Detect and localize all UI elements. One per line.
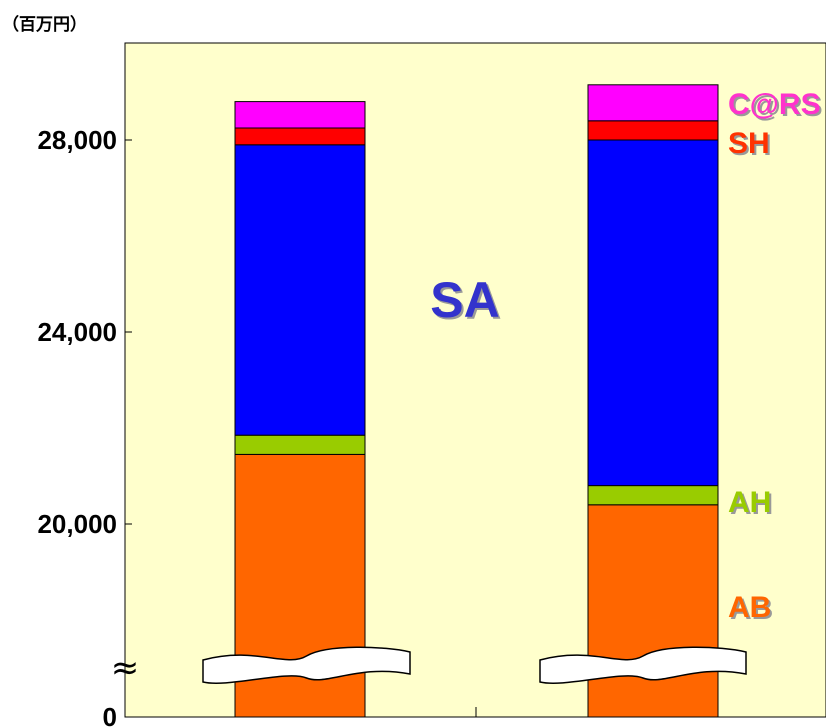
- bar-2-segment-crs: [587, 84, 719, 122]
- series-label-shadow-sh: SH: [730, 129, 772, 162]
- series-label-sa: SA: [430, 272, 499, 328]
- axis-break-band-1: [202, 646, 411, 684]
- bar-1-segment-sa: [234, 144, 366, 436]
- series-label-ah: AH: [728, 486, 771, 519]
- bar-2-segment-ab: [587, 504, 719, 718]
- bar-1-segment-sh: [234, 127, 366, 146]
- series-label-shadow-crs: C@RS: [730, 90, 823, 123]
- series-label-shadow-sa: SA: [432, 274, 501, 330]
- y-tick-label-20000: 20,000: [37, 509, 117, 539]
- y-axis: 0 20,000 24,000 28,000: [37, 125, 477, 727]
- series-label-shadow-ab: AB: [730, 593, 773, 626]
- bar-1-segment-ah: [234, 434, 366, 455]
- y-tick-label-0: 0: [103, 702, 117, 727]
- bar-2-segment-ah: [587, 485, 719, 506]
- bar-2-segment-sa: [587, 139, 719, 487]
- series-label-ab: AB: [728, 591, 771, 624]
- axis-break-mark: ≈: [111, 648, 140, 688]
- series-label-sh: SH: [728, 127, 770, 160]
- series-label-shadow-ah: AH: [730, 488, 773, 521]
- series-label-crs: C@RS: [728, 88, 821, 121]
- bars-layer: [234, 84, 719, 718]
- plot-area: [124, 42, 826, 718]
- bar-2-segment-sh: [587, 120, 719, 141]
- y-tick-label-24000: 24,000: [37, 317, 117, 347]
- y-tick-label-28000: 28,000: [37, 125, 117, 155]
- bar-1-segment-crs: [234, 101, 366, 129]
- axis-break-layer: ≈: [111, 646, 747, 688]
- unit-label: （百万円）: [2, 14, 87, 35]
- axis-break-band-2: [539, 646, 747, 684]
